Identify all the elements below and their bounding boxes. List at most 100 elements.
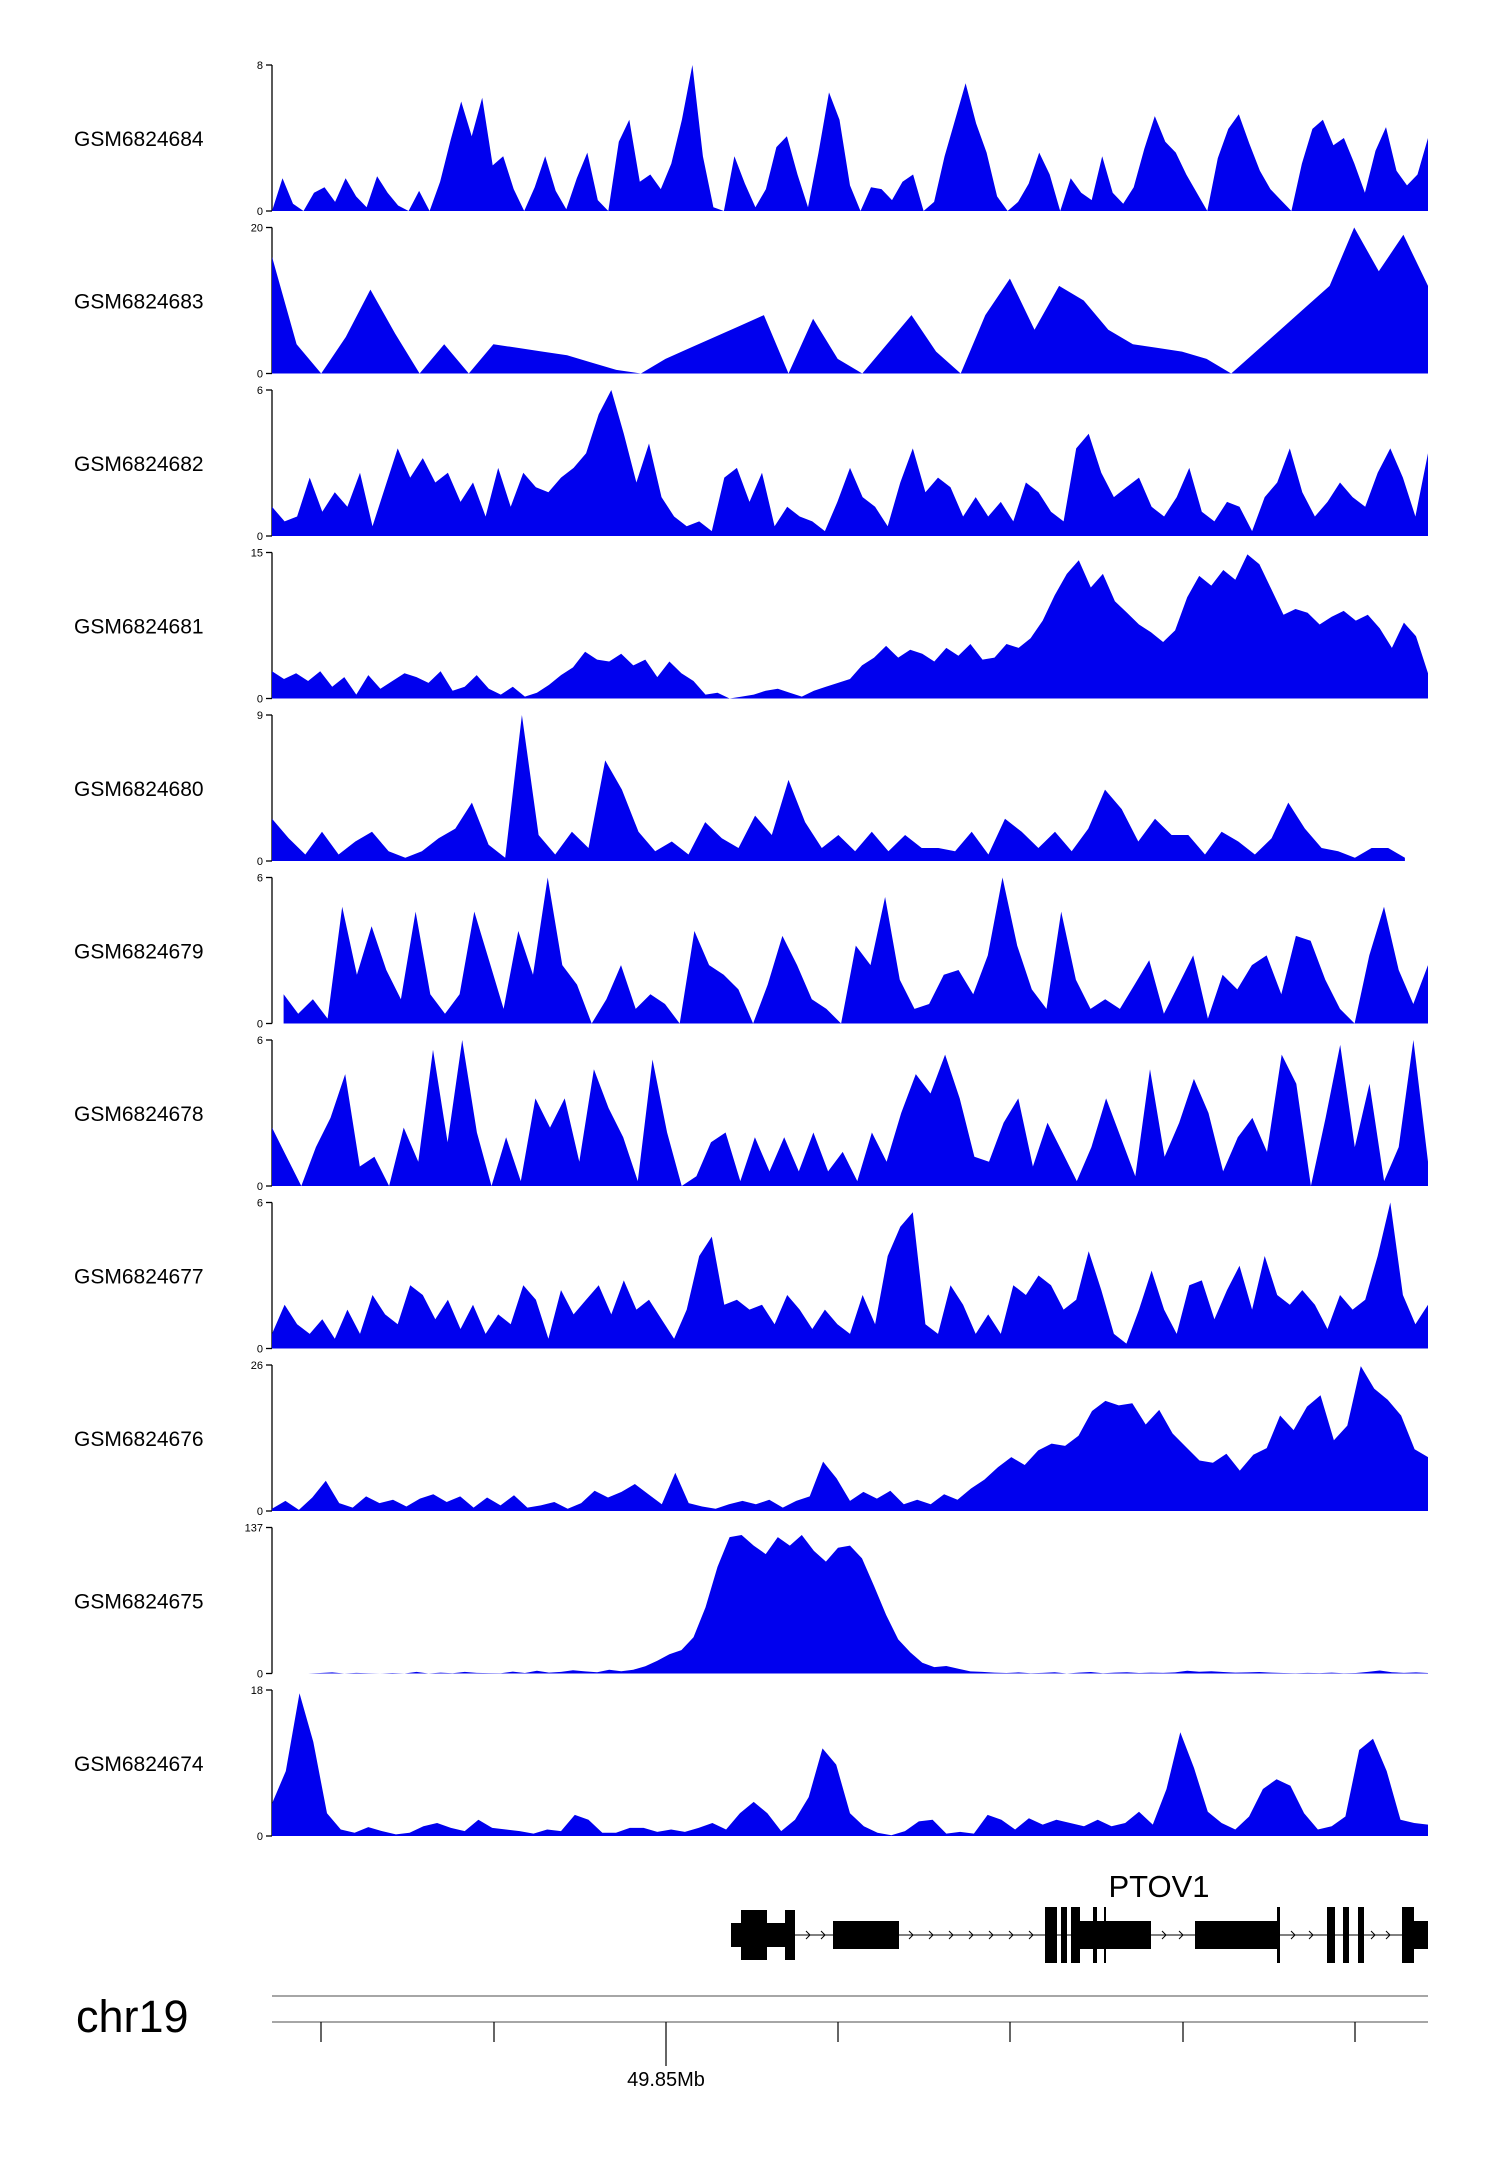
track-y-max-label: 26 [251,1360,263,1372]
track-GSM6824684: GSM6824684 8 0 [74,60,1428,218]
track-GSM6824677: GSM6824677 6 0 [74,1198,1428,1356]
gene-strand-arrow [1370,1930,1376,1940]
track-GSM6824676: GSM6824676 26 0 [74,1360,1428,1518]
gene-exon [1093,1907,1097,1963]
track-name: GSM6824679 [74,941,204,964]
gene-strand-arrow [1385,1930,1391,1940]
gene-strand-arrow [948,1930,954,1940]
track-y-max-label: 6 [257,1198,263,1210]
track-y-max-label: 9 [257,710,263,722]
track-GSM6824679: GSM6824679 6 0 [74,873,1429,1031]
track-y-max-label: 18 [251,1685,263,1697]
track-name: GSM6824681 [74,616,204,639]
gene-strand-arrow [1308,1930,1314,1940]
track-name: GSM6824676 [74,1428,204,1451]
track-y-min-label: 0 [257,1669,263,1681]
gene-exon [1277,1907,1280,1963]
chromosome-label: chr19 [76,1991,189,2042]
gene-exon [1358,1907,1364,1963]
track-name: GSM6824683 [74,291,204,314]
gene-strand-arrow [820,1930,826,1940]
track-y-min-label: 0 [257,206,263,218]
gene-exon [767,1923,785,1947]
track-y-max-label: 15 [251,548,263,560]
track-coverage-area [272,65,1428,211]
track-GSM6824681: GSM6824681 15 0 [74,548,1428,706]
gene-exon [731,1923,741,1947]
track-y-max-label: 6 [257,385,263,397]
ruler-ticks [320,2022,1356,2066]
track-y-min-label: 0 [257,1181,263,1193]
track-coverage-area [272,554,1428,699]
track-GSM6824678: GSM6824678 6 0 [74,1035,1428,1193]
track-GSM6824682: GSM6824682 6 0 [74,385,1428,543]
gene-exon [1402,1907,1414,1963]
track-name: GSM6824677 [74,1266,204,1289]
track-name: GSM6824684 [74,128,204,151]
gene-strand-arrows [805,1930,1391,1940]
track-y-max-label: 137 [245,1523,263,1535]
gene-exon [1195,1921,1277,1949]
track-y-max-label: 6 [257,873,263,885]
track-coverage-area [272,1693,1428,1836]
track-y-min-label: 0 [257,531,263,543]
track-y-min-label: 0 [257,369,263,381]
gene-label: PTOV1 [1108,1869,1209,1904]
track-y-max-label: 20 [251,223,263,235]
track-name: GSM6824675 [74,1591,204,1614]
track-y-min-label: 0 [257,694,263,706]
track-GSM6824675: GSM6824675 137 0 [74,1523,1428,1681]
gene-exon [1080,1921,1093,1949]
track-y-min-label: 0 [257,1344,263,1356]
track-coverage-area [272,1040,1428,1186]
track-coverage-area [272,390,1428,536]
track-y-max-label: 8 [257,60,263,72]
track-name: GSM6824678 [74,1103,204,1126]
gene-strand-arrow [1028,1930,1034,1940]
gene-exon [1343,1907,1349,1963]
gene-strand-arrow [1161,1930,1167,1940]
gene-exon [1414,1921,1428,1949]
track-y-min-label: 0 [257,856,263,868]
track-name: GSM6824680 [74,778,204,801]
track-GSM6824683: GSM6824683 20 0 [74,223,1428,381]
track-coverage-area [272,1202,1428,1349]
track-coverage-area [272,1366,1428,1511]
track-y-max-label: 6 [257,1035,263,1047]
genomic-ruler: chr19 49.85Mb [76,1991,1428,2091]
gene-exon [1097,1921,1104,1949]
coverage-tracks: GSM682468480GSM6824683200GSM682468260GSM… [74,60,1429,1843]
track-coverage-area [272,227,1428,374]
gene-strand-arrow [988,1930,994,1940]
track-coverage-area [272,715,1405,861]
track-GSM6824680: GSM6824680 9 0 [74,710,1405,868]
gene-exon [1327,1907,1335,1963]
gene-exon [741,1910,767,1960]
track-coverage-area [283,877,1429,1024]
gene-strand-arrow [968,1930,974,1940]
gene-track: PTOV1 [731,1869,1428,1963]
track-coverage-area [272,1535,1428,1674]
gene-strand-arrow [1008,1930,1014,1940]
gene-strand-arrow [1290,1930,1296,1940]
gene-exon [833,1921,899,1949]
gene-exon [1106,1921,1151,1949]
gene-exon [1104,1907,1106,1963]
gene-exons [731,1907,1428,1963]
gene-strand-arrow [928,1930,934,1940]
gene-strand-arrow [908,1930,914,1940]
gene-exon [1061,1907,1067,1963]
gene-exon [1071,1907,1080,1963]
track-name: GSM6824674 [74,1753,204,1776]
track-GSM6824674: GSM6824674 18 0 [74,1685,1428,1843]
ruler-major-tick-label: 49.85Mb [627,2069,705,2091]
track-y-min-label: 0 [257,1019,263,1031]
track-y-min-label: 0 [257,1506,263,1518]
gene-strand-arrow [805,1930,811,1940]
track-y-min-label: 0 [257,1831,263,1843]
gene-exon [1045,1907,1057,1963]
track-name: GSM6824682 [74,453,204,476]
gene-strand-arrow [1178,1930,1184,1940]
gene-exon [785,1910,795,1960]
